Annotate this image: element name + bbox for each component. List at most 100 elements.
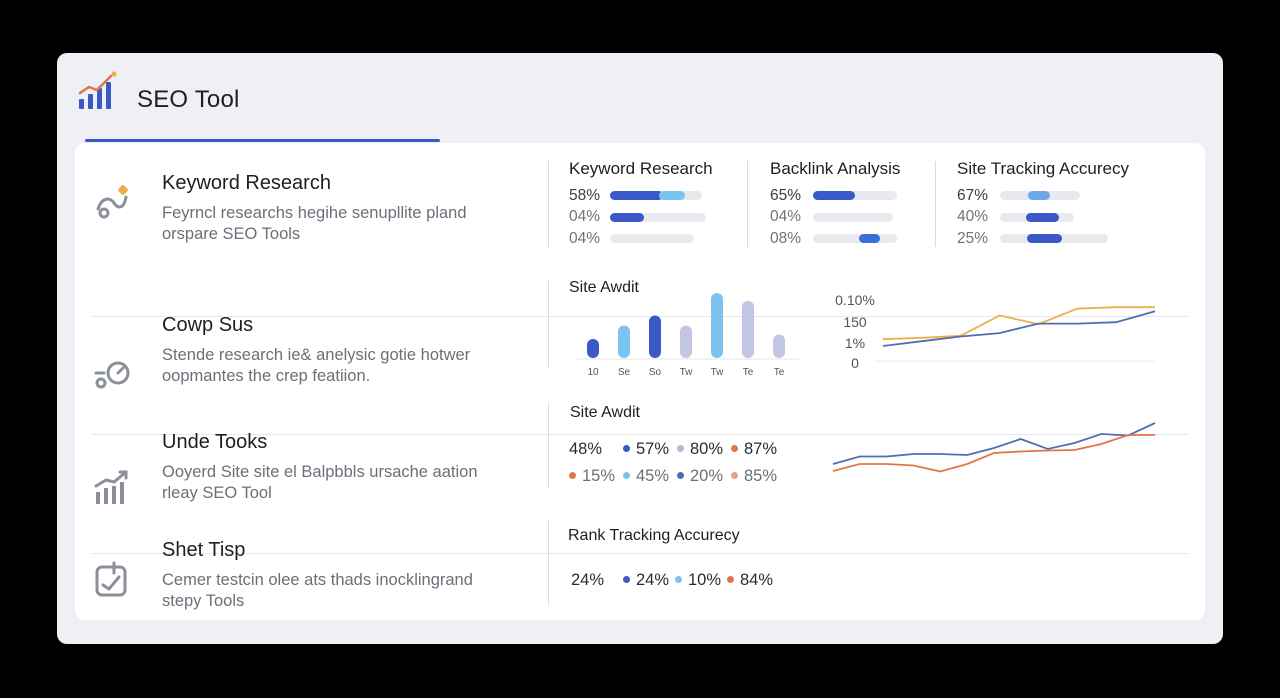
stat-dot-icon: [677, 472, 684, 480]
site-audit-title: Site Awdit: [570, 404, 640, 421]
metric-percentage: 08%: [770, 230, 802, 247]
y-tick-label: 0: [851, 355, 859, 371]
progress-fill: [813, 191, 855, 200]
progress-track: [813, 213, 893, 222]
progress-fill: [610, 213, 644, 222]
progress-track: [1000, 213, 1074, 222]
progress-track: [610, 234, 694, 243]
row-title: Cowp Sus: [162, 314, 254, 336]
app-header: SEO Tool: [57, 53, 1223, 143]
search-gauge-icon: [94, 361, 130, 389]
row-title: Unde Tooks: [162, 431, 268, 453]
progress-fill: [1028, 191, 1051, 200]
metric-title: Keyword Research: [569, 159, 713, 178]
stat-dot-icon: [623, 445, 630, 453]
row-description-line2: rleay SEO Tool: [162, 484, 272, 502]
stat-dot-icon: [623, 576, 630, 584]
audit-bar: [680, 325, 692, 358]
column-separator: [548, 281, 549, 367]
metric-percentage: 04%: [770, 208, 802, 225]
stat-dot-icon: [623, 472, 630, 480]
stat-dot-icon: [675, 576, 682, 584]
audit-bar-label: Te: [743, 367, 754, 378]
row-title: Shet Tisp: [162, 539, 246, 561]
metric-percentage: 65%: [770, 187, 802, 204]
row-title: Keyword Research: [162, 172, 331, 194]
feature-row-unde-tooks[interactable]: Unde Tooks Ooyerd Site site el Balpbbls …: [92, 431, 1188, 552]
row-description-line1: Cemer testcin olee ats thads inocklingra…: [162, 571, 473, 589]
audit-series-line: [832, 422, 1156, 465]
progress-fill: [859, 234, 881, 243]
stat-dot-icon: [731, 445, 738, 453]
row-description-line2: oopmantes the crep featiion.: [162, 367, 371, 385]
row-description-line2: orspare SEO Tools: [162, 225, 301, 243]
column-separator: [548, 403, 549, 489]
audit-bar: [649, 315, 661, 358]
column-separator: [747, 161, 748, 247]
feature-row-shet-tisp[interactable]: Shet Tisp Cemer testcin olee ats thads i…: [92, 539, 1188, 620]
row-description-line2: stepy Tools: [162, 592, 245, 610]
audit-bar-label: Tw: [711, 367, 725, 378]
audit-bar: [773, 334, 785, 358]
title-underline: [85, 139, 440, 142]
progress-track: [813, 234, 897, 243]
stat-dot-icon: [677, 445, 684, 453]
trend-line-chart: 0.10% 150 1% 0: [835, 292, 1156, 371]
audit-bar: [711, 293, 723, 358]
column-separator: [548, 161, 549, 247]
metric-percentage: 58%: [569, 187, 601, 204]
row-divider: [92, 316, 1188, 317]
feature-row-keyword-research[interactable]: Keyword Research Feyrncl researchs hegih…: [92, 143, 1188, 262]
progress-track: [813, 191, 897, 200]
row-divider: [92, 553, 1188, 554]
feature-row-cowp-sus[interactable]: Cowp Sus Stende research ie& anelysic go…: [92, 314, 1188, 434]
stat-value: 84%: [727, 571, 773, 590]
progress-fill: [1025, 213, 1060, 222]
site-audit-bar-chart: 10 Se So Tw Tw Te Te: [575, 293, 800, 378]
progress-track: [1000, 191, 1080, 200]
stat-value: 87%: [731, 440, 777, 459]
site-audit-line-chart: [832, 422, 1156, 473]
stat-dot-icon: [731, 472, 738, 480]
trend-series-line: [882, 306, 1155, 341]
audit-series-line: [832, 434, 1155, 473]
stat-value: 45%: [623, 467, 669, 486]
audit-bar-label: 10: [587, 367, 599, 378]
audit-bar-label: So: [649, 367, 662, 378]
row-description-line1: Ooyerd Site site el Balpbbls ursache aat…: [162, 463, 478, 481]
row-divider: [92, 434, 1188, 435]
metric-percentage: 04%: [569, 208, 601, 225]
metric-percentage: 25%: [957, 230, 989, 247]
audit-bar-label: Tw: [680, 367, 694, 378]
progress-accent: [659, 191, 686, 200]
progress-fill: [610, 191, 664, 200]
stat-value: 24%: [571, 571, 605, 589]
progress-track: [610, 213, 706, 222]
column-separator: [548, 521, 549, 605]
progress-track: [610, 191, 702, 200]
stat-value: 20%: [677, 467, 723, 486]
stat-value: 85%: [731, 467, 777, 486]
metric-title: Site Tracking Accurecy: [957, 159, 1129, 178]
stat-value: 57%: [623, 440, 669, 459]
stat-dot-icon: [727, 576, 734, 584]
stat-dot-icon: [569, 472, 576, 480]
stat-value: 80%: [677, 440, 723, 459]
main-card: Keyword Research Feyrncl researchs hegih…: [75, 143, 1205, 620]
y-tick-label: 1%: [845, 335, 865, 351]
stat-value: 24%: [623, 571, 669, 590]
audit-bar: [618, 325, 630, 358]
rank-tracking-title: Rank Tracking Accurecy: [568, 527, 740, 544]
metric-title: Backlink Analysis: [770, 159, 901, 178]
stat-value: 10%: [675, 571, 721, 590]
stat-value: 15%: [569, 467, 615, 486]
app-window: SEO Tool Keyword Research Feyrncl resear…: [57, 53, 1223, 644]
row-description-line1: Stende research ie& anelysic gotie hotwe…: [162, 346, 471, 364]
metric-percentage: 40%: [957, 208, 989, 225]
progress-track: [1000, 234, 1108, 243]
audit-bar-label: Se: [618, 367, 631, 378]
row-description-line1: Feyrncl researchs hegihe senupllite plan…: [162, 204, 467, 222]
tracking-box-icon: [95, 561, 127, 597]
column-separator: [935, 161, 936, 247]
audit-bar: [587, 338, 599, 358]
